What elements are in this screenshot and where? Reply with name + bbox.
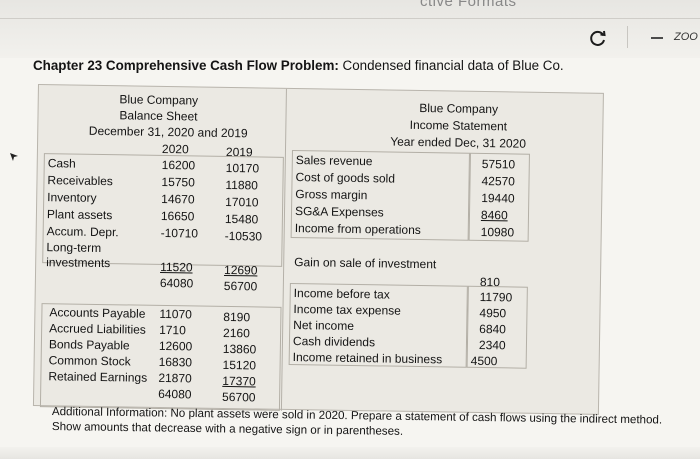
liability-2019: 8190 bbox=[223, 309, 251, 325]
is2-label: Income before tax bbox=[293, 286, 390, 302]
asset-2019: 11880 bbox=[225, 177, 259, 193]
is-label: Gross margin bbox=[295, 187, 368, 203]
liability-label: Bonds Payable bbox=[48, 337, 130, 353]
asset-label: Inventory bbox=[47, 190, 97, 205]
zoom-out-icon[interactable] bbox=[651, 37, 663, 39]
liability-label: Accounts Payable bbox=[49, 305, 146, 321]
asset-2019: -10530 bbox=[224, 228, 263, 244]
zoom-label: ZOO bbox=[674, 31, 698, 43]
is2-value: 2340 bbox=[478, 337, 506, 353]
is-value: 8460 bbox=[480, 207, 508, 223]
total-assets-2020: 64080 bbox=[159, 275, 194, 291]
liability-label: Retained Earnings bbox=[48, 369, 148, 385]
lti-label-1: Long-term bbox=[46, 240, 102, 256]
liability-2019: 2160 bbox=[223, 325, 250, 341]
is2-label: Net income bbox=[293, 318, 355, 333]
asset-2020: 16650 bbox=[160, 208, 195, 224]
is-value: 10980 bbox=[480, 224, 515, 240]
viewer-toolbar: ctive Formats ZOO bbox=[0, 0, 700, 58]
asset-2019: 17010 bbox=[225, 194, 259, 210]
is2-label: Cash dividends bbox=[292, 334, 376, 350]
is-value: 57510 bbox=[481, 156, 516, 172]
asset-2020: 15750 bbox=[161, 174, 195, 190]
asset-2020: -10710 bbox=[160, 225, 199, 241]
is2-label: Income tax expense bbox=[293, 302, 401, 318]
liability-label: Common Stock bbox=[48, 353, 131, 369]
bs-company: Blue Company bbox=[119, 92, 199, 108]
is-date: Year ended Dec, 31 2020 bbox=[390, 134, 527, 151]
liability-label: Accrued Liabilities bbox=[49, 321, 146, 337]
is2-value: 11790 bbox=[479, 289, 513, 305]
toolbar-separator bbox=[627, 26, 628, 48]
is-value: 19440 bbox=[481, 190, 515, 206]
liability-2019: 17370 bbox=[222, 373, 256, 389]
is2-label: Income retained in business bbox=[292, 350, 443, 367]
is-label: Income from operations bbox=[294, 221, 421, 238]
chapter-title: Chapter 23 Comprehensive Cash Flow Probl… bbox=[33, 58, 564, 73]
chapter-title-bold: Chapter 23 Comprehensive Cash Flow Probl… bbox=[33, 58, 339, 73]
toolbar-divider bbox=[0, 18, 700, 19]
total-assets-2019: 56700 bbox=[223, 278, 258, 294]
is2-value: 4500 bbox=[470, 353, 498, 369]
asset-2020: 14670 bbox=[161, 191, 195, 207]
cut-off-title: ctive Formats bbox=[420, 0, 517, 10]
is-label: Sales revenue bbox=[295, 153, 373, 169]
is-label: Cost of goods sold bbox=[295, 170, 396, 186]
lti-2019: 12690 bbox=[223, 262, 258, 278]
liability-2020: 21870 bbox=[158, 370, 192, 386]
asset-2019: 10170 bbox=[225, 160, 260, 176]
chapter-title-rest: Condensed financial data of Blue Co. bbox=[338, 58, 564, 73]
liability-2019: 13860 bbox=[222, 341, 257, 357]
lti-2020: 11520 bbox=[160, 259, 193, 275]
lti-label-2: investments bbox=[46, 255, 111, 271]
liability-2020: 12600 bbox=[158, 338, 193, 354]
is-label: SG&A Expenses bbox=[294, 204, 384, 220]
page-bottom-edge bbox=[0, 447, 700, 459]
liability-2020: 16830 bbox=[158, 354, 193, 370]
financial-data-sheet: Blue Company Balance Sheet December 31, … bbox=[32, 84, 604, 415]
reload-icon[interactable] bbox=[588, 28, 608, 48]
gain-label: Gain on sale of investment bbox=[294, 255, 437, 272]
liability-2020: 1710 bbox=[159, 322, 186, 338]
is2-value: 6840 bbox=[479, 321, 507, 337]
is-title: Income Statement bbox=[409, 117, 508, 134]
asset-label: Receivables bbox=[47, 173, 113, 189]
is-company: Blue Company bbox=[419, 100, 499, 117]
cursor-icon bbox=[10, 153, 18, 161]
total-le-2020: 64080 bbox=[158, 386, 192, 402]
asset-2020: 16200 bbox=[161, 157, 196, 173]
additional-information: Additional Information: No plant assets … bbox=[52, 405, 692, 437]
bs-date: December 31, 2020 and 2019 bbox=[88, 123, 248, 141]
total-le-2019: 56700 bbox=[221, 389, 256, 405]
liability-2019: 15120 bbox=[222, 357, 257, 373]
asset-label: Plant assets bbox=[46, 207, 113, 223]
is-value: 42570 bbox=[481, 173, 516, 189]
asset-label: Cash bbox=[47, 156, 76, 171]
asset-2019: 15480 bbox=[224, 211, 259, 227]
is2-value: 4950 bbox=[479, 305, 507, 321]
asset-label: Accum. Depr. bbox=[46, 224, 119, 240]
bs-title: Balance Sheet bbox=[119, 108, 198, 124]
liability-2020: 11070 bbox=[159, 306, 192, 322]
